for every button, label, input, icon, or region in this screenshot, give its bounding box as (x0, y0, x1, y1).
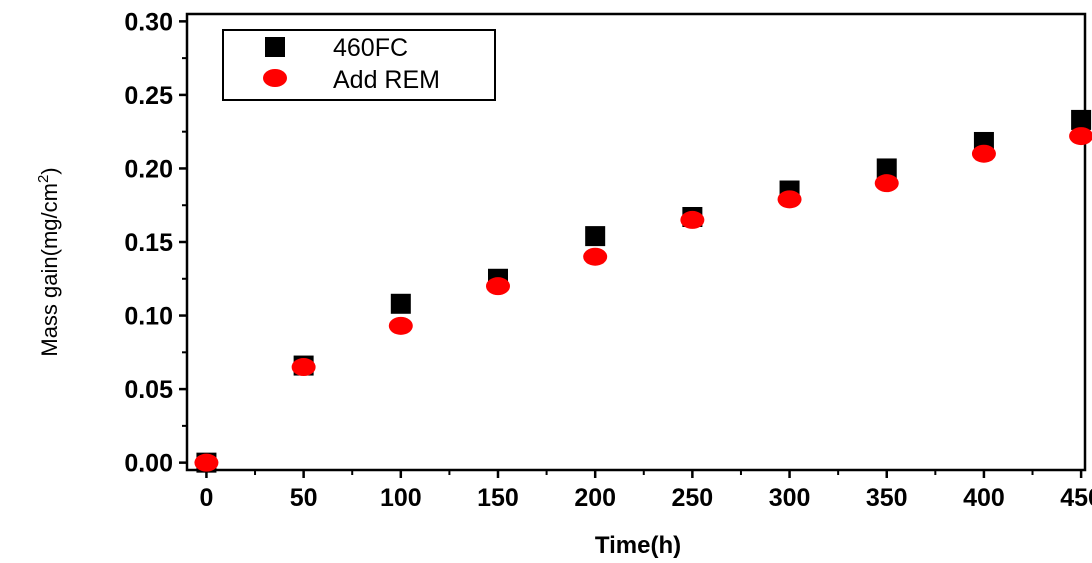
x-axis-ticks: 0 50 100 150 200 250 300 350 400 450 (199, 470, 1092, 512)
data-point-add-rem (485, 277, 510, 296)
x-tick-label: 250 (672, 484, 714, 512)
data-series (194, 109, 1092, 473)
y-tick-label: 0.10 (124, 303, 173, 331)
data-point-add-rem (874, 174, 899, 193)
data-point-add-rem (194, 453, 219, 472)
x-tick-label: 150 (477, 484, 519, 512)
y-axis-title-main: Mass gain(mg/cm (37, 183, 62, 357)
data-point-add-rem (1069, 127, 1092, 146)
x-tick-label: 200 (574, 484, 616, 512)
y-tick-label: 0.25 (124, 82, 173, 110)
data-point-460fc (876, 158, 897, 179)
y-axis-title-end: ) (37, 167, 62, 174)
data-point-add-rem (583, 247, 608, 266)
y-tick-label: 0.15 (124, 229, 173, 257)
series-460fc (196, 109, 1092, 473)
y-tick-label: 0.00 (124, 450, 173, 478)
data-point-460fc (390, 293, 411, 314)
data-point-add-rem (971, 144, 996, 163)
legend-label-460fc: 460FC (333, 34, 408, 62)
y-tick-label: 0.20 (124, 155, 173, 183)
y-axis-ticks: 0.00 0.05 0.10 0.15 0.20 0.25 0.30 (124, 8, 187, 478)
y-axis-title-superscript: 2 (35, 175, 52, 183)
data-point-add-rem (388, 316, 413, 335)
x-tick-label: 0 (199, 484, 213, 512)
y-tick-label: 0.30 (124, 8, 173, 36)
x-tick-label: 400 (963, 484, 1005, 512)
legend-marker-460fc (265, 37, 285, 57)
legend-label-add-rem: Add REM (333, 66, 440, 94)
series-add-rem (194, 127, 1092, 472)
data-point-460fc (1071, 109, 1092, 130)
x-tick-label: 300 (769, 484, 811, 512)
x-tick-label: 50 (290, 484, 318, 512)
data-point-add-rem (291, 358, 316, 377)
x-tick-label: 350 (866, 484, 908, 512)
data-point-add-rem (680, 210, 705, 229)
y-tick-label: 0.05 (124, 376, 173, 404)
data-point-add-rem (777, 190, 802, 209)
x-axis-title: Time(h) (595, 532, 681, 559)
data-point-460fc (585, 226, 606, 247)
y-axis-title: Mass gain(mg/cm2) (35, 167, 62, 356)
legend: 460FC Add REM (222, 29, 496, 101)
x-tick-label: 450 (1060, 484, 1092, 512)
x-tick-label: 100 (380, 484, 422, 512)
legend-marker-add-rem (263, 69, 287, 87)
